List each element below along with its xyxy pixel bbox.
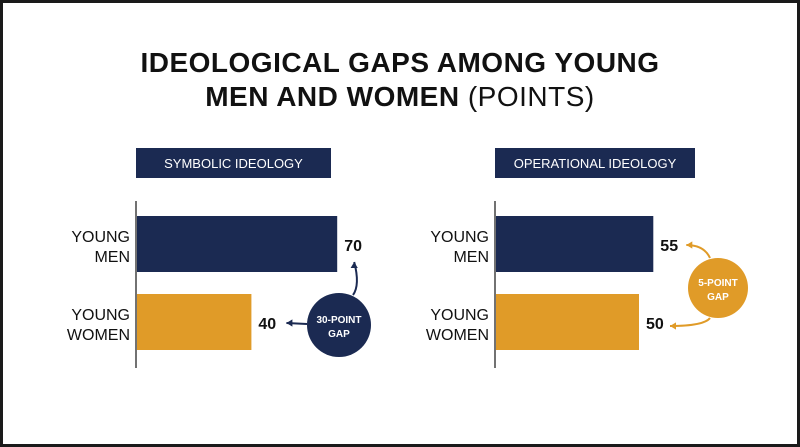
panel-2-header-box bbox=[495, 148, 695, 178]
panel-2-category-label-2-line-1: YOUNG bbox=[430, 307, 489, 324]
panel-1-header-box bbox=[136, 148, 331, 178]
panel-1-gap-badge-line-2: GAP bbox=[328, 329, 350, 340]
panel-1-category-label-1-line-2: MEN bbox=[94, 249, 130, 266]
panel-1-gap-badge bbox=[307, 293, 371, 357]
panel-1-value-label-1: 70 bbox=[344, 238, 362, 255]
panel-1-bar-1 bbox=[137, 216, 338, 272]
panel-2-bar-2 bbox=[496, 294, 639, 350]
panel-2-gap-badge-line-2: GAP bbox=[707, 292, 729, 303]
chart-frame: IDEOLOGICAL GAPS AMONG YOUNG MEN AND WOM… bbox=[3, 3, 797, 444]
panel-2-category-label-1-line-1: YOUNG bbox=[430, 229, 489, 246]
panel-1-header-label: SYMBOLIC IDEOLOGY bbox=[164, 156, 303, 171]
panel-2-bar-1 bbox=[496, 216, 654, 272]
panel-1-gap-arrow-top-head bbox=[350, 262, 358, 268]
panel-2-header-label: OPERATIONAL IDEOLOGY bbox=[514, 156, 677, 171]
panel-1-category-label-1-line-1: YOUNG bbox=[71, 229, 130, 246]
panel-1-gap-arrow-bottom-head bbox=[286, 319, 293, 327]
bar-charts: SYMBOLIC IDEOLOGY YOUNG MEN 70 YOUNG WOMEN 40 3… bbox=[67, 148, 748, 368]
panel-1-category-label-2-line-1: YOUNG bbox=[71, 307, 130, 324]
panel-2-value-label-1: 55 bbox=[660, 238, 678, 255]
panel-2-value-label-2: 50 bbox=[646, 316, 664, 333]
panel-2-category-label-2-line-2: WOMEN bbox=[426, 327, 489, 344]
panel-2-gap-badge bbox=[688, 258, 748, 318]
chart-title-line-2: MEN AND WOMEN (POINTS) bbox=[205, 81, 595, 112]
panel-2-category-label-1-line-2: MEN bbox=[453, 249, 489, 266]
panel-2-gap-arrow-bottom bbox=[669, 317, 711, 327]
panel-1-bar-2 bbox=[137, 294, 252, 350]
panel-1-gap-badge-line-1: 30-POINT bbox=[316, 315, 361, 326]
chart-title-line-1: IDEOLOGICAL GAPS AMONG YOUNG bbox=[140, 47, 660, 78]
panel-1-category-label-2-line-2: WOMEN bbox=[67, 327, 130, 344]
panel-2-gap-arrow-bottom-head bbox=[670, 322, 676, 330]
panel-2-gap-badge-line-1: 5-POINT bbox=[698, 278, 737, 289]
panel-1-value-label-2: 40 bbox=[258, 316, 276, 333]
panel-2-gap-arrow-top-head bbox=[686, 241, 693, 249]
